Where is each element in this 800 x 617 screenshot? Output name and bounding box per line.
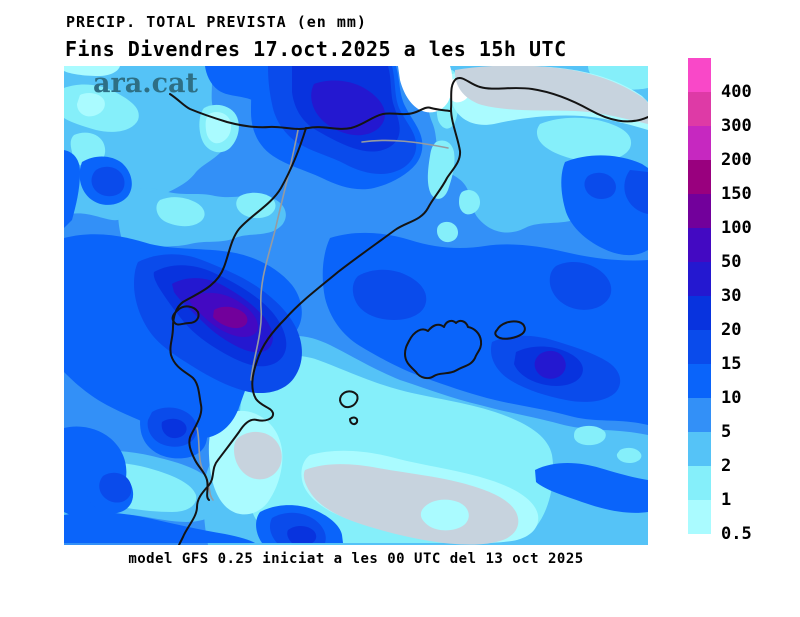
legend-segment-50 [688,228,711,262]
contour-20-30-bottom-spot1 [161,418,187,439]
legend-label-30: 30 [721,286,742,306]
ara-cat-watermark: ara.cat [93,68,199,99]
legend-segment-0.5 [688,500,711,534]
contour-05-1-a [77,92,105,117]
contour-1-2-d [156,197,205,227]
contour-100-150-maximum [213,306,248,329]
border-aragon [169,127,307,501]
contour-1-2-tongue [427,140,455,199]
legend-label-0.5: 0.5 [721,524,752,544]
coastline [178,77,648,545]
contour-05-1-hole-in-gray [420,499,469,531]
island-menorca [494,320,526,340]
legend-label-400: 400 [721,82,752,102]
border-pyrenees [169,93,451,130]
legend-segment-150 [688,160,711,194]
legend-label-300: 300 [721,116,752,136]
legend-label-20: 20 [721,320,742,340]
contour-15-20-northeast-blob [549,262,612,310]
contour-1-2-france [536,117,632,162]
legend-label-100: 100 [721,218,752,238]
legend-segment-400 [688,58,711,92]
contour-15-20-bottom2 [99,472,132,503]
legend-segment-200 [688,126,711,160]
legend-segment-10 [688,364,711,398]
legend-segment-2 [688,432,711,466]
border-france-region [361,139,449,149]
island-ibiza [339,390,359,409]
contour-10-15-bottomright-streak [535,463,648,513]
contour-dry-patch [398,66,453,113]
legend-segment-30 [688,262,711,296]
contour-05-1-top-sliver [64,66,120,76]
legend-label-200: 200 [721,150,752,170]
island-formentera [349,416,359,426]
legend-label-50: 50 [721,252,742,272]
legend-label-2: 2 [721,456,732,476]
legend-label-10: 10 [721,388,742,408]
contour-20-30-bottom-spot2 [287,525,317,543]
contour-1-2-f [459,189,481,215]
contour-15-20-right-edge-top [624,170,648,214]
contour-10-15-left-strip [64,150,80,228]
legend-segment-15 [688,330,711,364]
contour-30-50-sea-spot [534,350,566,379]
border-enclave-loop [171,305,200,326]
legend-segment-300 [688,92,711,126]
contour-15-20-mallorca-north [352,269,427,320]
legend-segment-1 [688,466,711,500]
contour-gray-france [454,66,648,124]
legend-segment-100 [688,194,711,228]
contour-1-2-e [236,192,276,219]
legend-colorbar: 400 300 200 150 100 50 30 20 15 10 5 2 1 0.5 [688,58,800,544]
legend-label-15: 15 [721,354,742,374]
map-title: PRECIP. TOTAL PREVISTA (en mm) [66,13,367,31]
model-caption: model GFS 0.25 iniciat a les 00 UTC del … [128,551,584,567]
contour-gray-sea-large [303,464,519,545]
legend-segment-5 [688,398,711,432]
legend-segment-20 [688,296,711,330]
contour-15-20-ne-top-spot [584,172,616,200]
map-subtitle: Fins Divendres 17.oct.2025 a les 15h UTC [65,37,567,61]
island-mallorca [404,319,483,380]
contour-1-2-g [437,221,459,243]
contour-05-1-b [205,112,232,144]
legend-label-150: 150 [721,184,752,204]
contour-10-15-bottom-strip [64,512,255,543]
contour-1-2-dot2 [616,447,642,463]
contour-1-2-dot1 [574,425,606,446]
legend-label-5: 5 [721,422,732,442]
contour-15-20-topleft-core [91,166,125,197]
contour-gray-sea-small [234,431,282,480]
precip-contour-map [64,66,648,545]
legend-label-1: 1 [721,490,732,510]
